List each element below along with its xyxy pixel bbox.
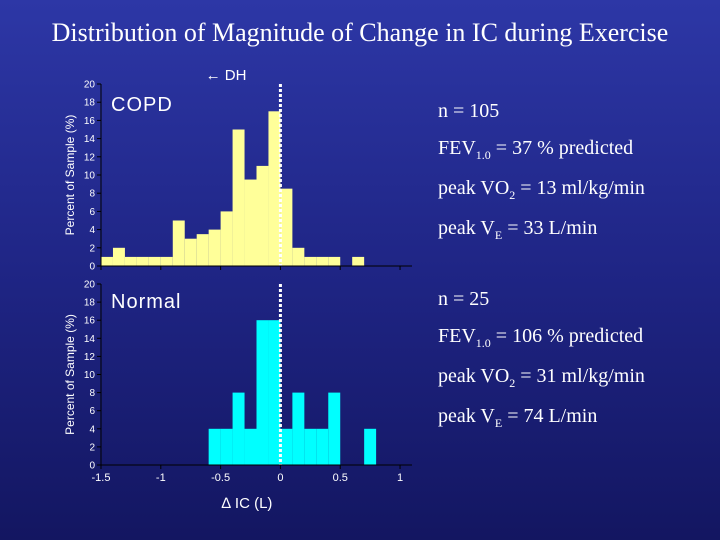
copd-y-tick-label: 8 xyxy=(89,189,95,200)
normal-x-tick-label: -0.5 xyxy=(211,472,230,484)
dh-label: ← DH xyxy=(206,67,247,84)
normal-y-tick-label: 4 xyxy=(89,424,95,435)
normal-bar xyxy=(244,428,257,465)
copd-bar xyxy=(328,256,341,266)
normal-stats: n = 25 FEV1.0 = 106 % predicted peak VO2… xyxy=(438,288,645,431)
normal-bar xyxy=(316,428,329,465)
copd-bar xyxy=(304,256,317,266)
copd-fev-prefix: FEV xyxy=(438,137,476,159)
normal-x-tick-label: 0.5 xyxy=(333,472,348,484)
normal-x-tick-label: 0 xyxy=(277,472,283,484)
normal-y-axis-label: Percent of Sample (%) xyxy=(63,314,77,435)
copd-bar xyxy=(112,247,125,266)
copd-y-tick-label: 18 xyxy=(84,98,96,109)
copd-n: n = 105 xyxy=(438,100,500,122)
normal-x-tick-label: 1 xyxy=(397,472,403,484)
copd-y-tick-label: 6 xyxy=(89,207,95,218)
copd-bar xyxy=(316,256,329,266)
copd-vo2-sub: 2 xyxy=(509,188,516,202)
normal-bar xyxy=(328,392,341,465)
normal-vo2-prefix: peak VO xyxy=(438,365,510,387)
copd-bar xyxy=(280,188,293,266)
copd-bar xyxy=(220,211,233,266)
normal-vo2-sub: 2 xyxy=(509,376,516,390)
copd-y-tick-label: 10 xyxy=(84,171,96,182)
normal-y-tick-label: 0 xyxy=(89,461,95,472)
normal-vo2-suffix: = 31 ml/kg/min xyxy=(515,365,645,387)
normal-vo2: peak VO2 = 31 ml/kg/min xyxy=(438,365,645,391)
normal-y-tick-label: 12 xyxy=(84,352,96,363)
copd-fev: FEV1.0 = 37 % predicted xyxy=(438,137,645,163)
normal-bar xyxy=(280,428,293,465)
normal-y-tick-label: 2 xyxy=(89,442,95,453)
copd-fev-sub: 1.0 xyxy=(475,148,491,162)
copd-vo2-suffix: = 13 ml/kg/min xyxy=(515,177,645,199)
slide-title: Distribution of Magnitude of Change in I… xyxy=(51,18,669,47)
copd-y-tick-label: 2 xyxy=(89,243,95,254)
normal-fev: FEV1.0 = 106 % predicted xyxy=(438,325,645,351)
copd-bar xyxy=(292,247,305,266)
copd-stats: n = 105 FEV1.0 = 37 % predicted peak VO2… xyxy=(438,100,645,243)
normal-ve-suffix: = 74 L/min xyxy=(502,405,598,427)
copd-bar xyxy=(208,229,221,266)
copd-y-tick-label: 0 xyxy=(89,262,95,273)
copd-bar xyxy=(256,165,269,266)
copd-y-tick-label: 14 xyxy=(84,134,96,145)
copd-bar xyxy=(232,129,245,266)
normal-bar xyxy=(268,320,281,465)
copd-bar xyxy=(124,256,137,266)
copd-bar xyxy=(268,111,281,266)
normal-bar xyxy=(304,428,317,465)
copd-bar xyxy=(352,256,365,266)
normal-y-tick-label: 20 xyxy=(84,280,96,291)
copd-bar xyxy=(160,256,173,266)
copd-ve-sub: E xyxy=(494,228,503,242)
copd-vo2: peak VO2 = 13 ml/kg/min xyxy=(438,177,645,203)
normal-x-tick-label: -1 xyxy=(156,472,166,484)
normal-ve-prefix: peak V xyxy=(438,405,495,427)
normal-fev-suffix: = 106 % predicted xyxy=(490,325,644,347)
normal-n: n = 25 xyxy=(438,288,490,310)
copd-bar xyxy=(101,256,113,266)
copd-y-tick-label: 16 xyxy=(84,116,96,127)
copd-panel-label: COPD xyxy=(111,94,173,116)
copd-ve-prefix: peak V xyxy=(438,217,495,239)
copd-fev-suffix: = 37 % predicted xyxy=(490,137,634,159)
normal-y-tick-label: 14 xyxy=(84,334,96,345)
normal-bar xyxy=(208,428,221,465)
normal-fev-sub: 1.0 xyxy=(475,336,491,350)
copd-bar xyxy=(172,220,185,266)
normal-bar xyxy=(220,428,233,465)
normal-bar xyxy=(364,428,377,465)
copd-vo2-prefix: peak VO xyxy=(438,177,510,199)
copd-bar xyxy=(148,256,161,266)
normal-y-tick-label: 18 xyxy=(84,298,96,309)
copd-bar xyxy=(136,256,149,266)
copd-bar xyxy=(184,238,197,266)
normal-bar xyxy=(256,320,269,465)
x-axis-label: ∆ IC (L) xyxy=(222,495,273,512)
normal-ve-sub: E xyxy=(494,416,503,430)
normal-bar xyxy=(232,392,245,465)
normal-y-tick-label: 6 xyxy=(89,406,95,417)
normal-fev-prefix: FEV xyxy=(438,325,476,347)
normal-x-tick-label: -1.5 xyxy=(92,472,111,484)
normal-ve: peak VE = 74 L/min xyxy=(438,405,645,431)
copd-y-tick-label: 4 xyxy=(89,225,95,236)
copd-bar xyxy=(196,234,209,266)
normal-bar xyxy=(292,392,305,465)
normal-y-tick-label: 8 xyxy=(89,388,95,399)
normal-panel-label: Normal xyxy=(111,291,181,313)
copd-y-tick-label: 12 xyxy=(84,152,96,163)
copd-y-tick-label: 20 xyxy=(84,80,96,91)
normal-y-tick-label: 16 xyxy=(84,316,96,327)
copd-ve-suffix: = 33 L/min xyxy=(502,217,598,239)
copd-ve: peak VE = 33 L/min xyxy=(438,217,645,243)
copd-bar xyxy=(244,179,257,266)
copd-y-axis-label: Percent of Sample (%) xyxy=(63,115,77,236)
normal-y-tick-label: 10 xyxy=(84,370,96,381)
